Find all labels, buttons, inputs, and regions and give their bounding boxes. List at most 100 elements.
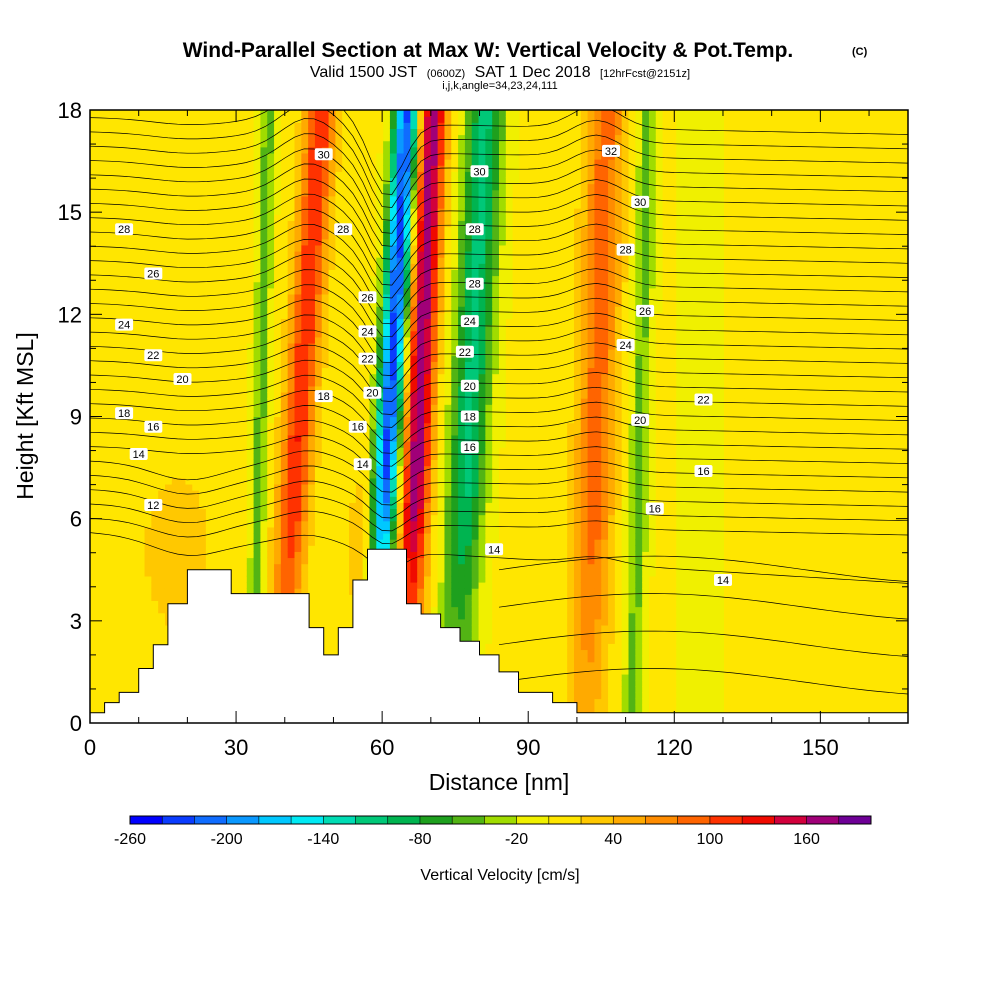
x-axis: 0 30 60 90 120 150	[84, 110, 870, 760]
colorbar-swatch	[226, 816, 260, 824]
colorbar-tick-label: 40	[604, 831, 622, 848]
y-tick-label: 9	[70, 405, 82, 430]
y-axis: 0 3 6 9 12 15 18	[58, 98, 908, 736]
colorbar: -260 -200 -140 -80 -20 40 100 160	[114, 815, 872, 848]
contour-label: 20	[631, 413, 650, 427]
colorbar-tick-label: -200	[211, 831, 243, 848]
colorbar-swatch	[484, 816, 518, 824]
contour-label: 22	[144, 349, 163, 362]
colorbar-tick-label: -80	[408, 831, 431, 848]
terrain	[89, 548, 909, 724]
colorbar-swatch	[130, 816, 163, 824]
colorbar-swatch	[355, 816, 389, 824]
contour-label: 24	[460, 315, 479, 328]
contour-label: 16	[645, 502, 664, 516]
contour-labels: 30 28 26 24 22 20 18 16 14 28 26 24 22 20 18 16 14 12 30 28…	[115, 144, 732, 587]
colorbar-swatch	[677, 816, 711, 824]
grid-info: i,j,k,angle=34,23,24,111	[442, 80, 558, 92]
contour-label: 20	[173, 373, 192, 386]
colorbar-swatch	[452, 816, 485, 824]
colorbar-swatch	[291, 816, 324, 824]
contour-label: 16	[460, 441, 479, 454]
valid-time-utc: (0600Z)	[427, 68, 466, 80]
colorbar-swatch	[613, 816, 646, 824]
colorbar-label: Vertical Velocity [cm/s]	[420, 867, 579, 884]
colorbar-tick-label: 100	[697, 831, 724, 848]
y-tick-label: 0	[70, 711, 82, 736]
colorbar-tick-label: -140	[307, 831, 339, 848]
forecast-info: [12hrFcst@2151z]	[600, 68, 690, 80]
y-axis-label: Height [Kft MSL]	[12, 332, 38, 499]
x-tick-label: 150	[802, 735, 839, 760]
colorbar-swatch	[194, 816, 228, 824]
contour-label: 24	[358, 325, 377, 338]
x-tick-label: 30	[224, 735, 248, 760]
colorbar-swatch	[162, 816, 195, 824]
chart-title: Wind-Parallel Section at Max W: Vertical…	[183, 39, 794, 62]
contour-label: 24	[115, 318, 134, 332]
colorbar-swatch	[645, 816, 679, 824]
colorbar-tick-label: -20	[505, 831, 528, 848]
contour-label: 16	[348, 420, 367, 434]
colorbar-swatch	[258, 816, 292, 824]
contour-label: 16	[694, 465, 713, 478]
contour-label: 14	[485, 543, 504, 556]
plot-area: 30 28 26 24 22 20 18 16 14 28 26 24 22 20 18 16 14 12 30 28…	[89, 109, 909, 724]
y-tick-label: 3	[70, 609, 82, 634]
contour-label: 22	[694, 393, 713, 407]
contour-label: 32	[602, 144, 620, 158]
colorbar-swatch	[548, 816, 582, 824]
contour-label: 28	[334, 223, 353, 236]
colorbar-swatch	[742, 816, 775, 824]
contour-label: 28	[115, 223, 134, 236]
colorbar-swatch	[709, 816, 743, 824]
valid-time-line: Valid 1500 JST (0600Z) SAT 1 Dec 2018 [1…	[310, 64, 690, 81]
y-tick-label: 6	[70, 507, 82, 532]
contour-label: 12	[144, 499, 163, 512]
contour-label: 22	[358, 352, 377, 366]
copyright-mark: (C)	[852, 46, 868, 58]
colorbar-swatch	[581, 816, 614, 824]
x-tick-label: 120	[656, 735, 693, 760]
contour-label: 26	[636, 304, 655, 318]
colorbar-swatch	[838, 816, 872, 824]
contour-label: 14	[714, 574, 732, 587]
contour-label: 30	[631, 195, 650, 209]
colorbar-swatch	[323, 816, 356, 824]
contour-label: 30	[470, 165, 489, 178]
contour-label: 28	[465, 277, 484, 291]
colorbar-swatch	[806, 816, 840, 824]
colorbar-swatch	[419, 816, 453, 824]
valid-time-prefix: Valid 1500 JST	[310, 64, 418, 81]
valid-date: SAT 1 Dec 2018	[475, 64, 591, 81]
contour-label: 28	[616, 243, 635, 257]
x-axis-label: Distance [nm]	[429, 769, 570, 795]
x-tick-label: 0	[84, 735, 96, 760]
contour-label: 28	[465, 223, 484, 236]
contour-label: 18	[115, 407, 134, 420]
contour-label: 20	[460, 379, 479, 393]
y-tick-label: 18	[58, 98, 82, 123]
contour-label: 20	[363, 386, 382, 400]
colorbar-swatch	[516, 816, 550, 824]
y-tick-label: 12	[58, 302, 82, 327]
contour-label: 14	[129, 448, 148, 461]
contour-label: 30	[314, 148, 333, 161]
x-tick-label: 90	[516, 735, 540, 760]
contour-label: 24	[616, 339, 635, 352]
x-tick-label: 60	[370, 735, 394, 760]
contour-label: 18	[314, 390, 333, 403]
colorbar-tick-label: 160	[793, 831, 820, 848]
contour-label: 22	[455, 345, 474, 359]
contour-label: 16	[144, 420, 163, 434]
y-tick-label: 15	[58, 200, 82, 225]
terrain-profile	[89, 548, 909, 724]
contour-label: 26	[144, 267, 163, 281]
colorbar-swatch	[774, 816, 807, 824]
contour-label: 18	[460, 410, 479, 424]
contour-label: 14	[353, 458, 372, 471]
potential-temperature-contours	[90, 110, 908, 695]
colorbar-tick-label: -260	[114, 831, 146, 848]
contour-label: 26	[358, 291, 377, 304]
